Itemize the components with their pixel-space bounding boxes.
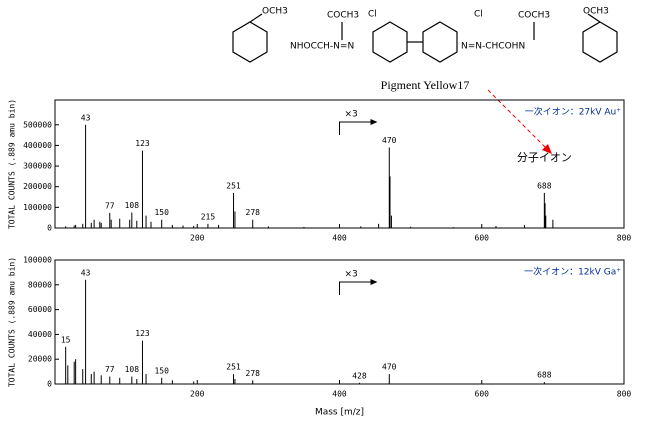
- x-tick-label: 400: [332, 390, 347, 399]
- label: OCH3: [262, 7, 288, 17]
- peak-label: 688: [537, 371, 552, 380]
- label: Cl: [368, 10, 377, 20]
- arrowhead: [370, 119, 378, 125]
- ring: [232, 21, 268, 63]
- label: OCH3: [583, 7, 609, 17]
- ion-label: 一次イオン：12kV Ga⁺: [524, 266, 621, 278]
- annotation: 分子イオン: [517, 151, 572, 164]
- x-tick-label: 200: [190, 234, 205, 243]
- peak-label: 470: [382, 136, 397, 145]
- peak-label: 43: [81, 113, 91, 122]
- y-tick-label: 200000: [23, 182, 52, 191]
- bond: [587, 13, 601, 23]
- x-tick-label: 800: [617, 234, 632, 243]
- plot-frame: [54, 259, 625, 385]
- y-tick-label: 20000: [28, 355, 52, 364]
- y-tick-label: 400000: [23, 141, 52, 150]
- compound-name: Pigment Yellow17: [381, 78, 470, 92]
- y-tick-label: 300000: [23, 162, 52, 171]
- peak-label: 428: [352, 371, 367, 380]
- label: NHOCCH-N=N: [290, 42, 354, 52]
- y-tick-label: 80000: [28, 280, 52, 289]
- ring: [582, 21, 618, 63]
- peak-label: 123: [135, 329, 150, 338]
- peak-label: 251: [226, 363, 241, 372]
- scale-arrow: [339, 281, 375, 295]
- peak-label: 108: [125, 365, 140, 374]
- scale-note: ×3: [345, 270, 358, 280]
- y-tick-label: 100000: [23, 256, 52, 265]
- peak-label: 470: [382, 363, 397, 372]
- peak-label: 43: [81, 268, 91, 277]
- x-tick-label: 600: [475, 390, 490, 399]
- ring: [422, 21, 458, 63]
- structure: [232, 13, 618, 63]
- y-tick-label: 0: [47, 224, 52, 233]
- y-tick-label: 500000: [23, 120, 52, 129]
- y-tick-label: 60000: [28, 305, 52, 314]
- peak-label: 278: [246, 208, 261, 217]
- x-tick-label: 200: [190, 390, 205, 399]
- pointer: [487, 89, 549, 151]
- x-axis-label: Mass [m/z]: [315, 408, 364, 418]
- peak-label: 108: [125, 201, 140, 210]
- peak-label: 77: [105, 365, 115, 374]
- peak-label: 15: [61, 335, 71, 344]
- scale-note: ×3: [345, 110, 358, 120]
- peak-label: 123: [135, 139, 150, 148]
- y-axis-label: TOTAL COUNTS (.889 amu bin): [8, 257, 17, 387]
- x-tick-label: 800: [617, 390, 632, 399]
- peak-label: 688: [537, 181, 552, 190]
- ring: [372, 21, 408, 63]
- x-tick-label: 600: [475, 234, 490, 243]
- peak-label: 150: [154, 366, 169, 375]
- y-tick-label: 0: [47, 380, 52, 389]
- scale-arrow: [339, 121, 375, 135]
- bond: [249, 13, 263, 23]
- label: COCH3: [327, 11, 359, 21]
- y-tick-label: 100000: [23, 203, 52, 212]
- arrowhead: [542, 144, 552, 154]
- peak-label: 215: [201, 212, 216, 221]
- y-tick-label: 40000: [28, 330, 52, 339]
- label: N=N-CHCOHN: [461, 42, 525, 52]
- arrowhead: [370, 279, 378, 285]
- plot-frame: [54, 99, 625, 229]
- y-axis-label: TOTAL COUNTS (.889 amu bin): [8, 99, 17, 229]
- peak-label: 251: [226, 181, 241, 190]
- ion-label: 一次イオン：27kV Au⁺: [525, 106, 622, 118]
- label: Cl: [474, 10, 483, 20]
- x-tick-label: 400: [332, 234, 347, 243]
- peak-label: 278: [246, 369, 261, 378]
- label: COCH3: [518, 11, 550, 21]
- peak-label: 77: [105, 201, 115, 210]
- peak-label: 150: [154, 208, 169, 217]
